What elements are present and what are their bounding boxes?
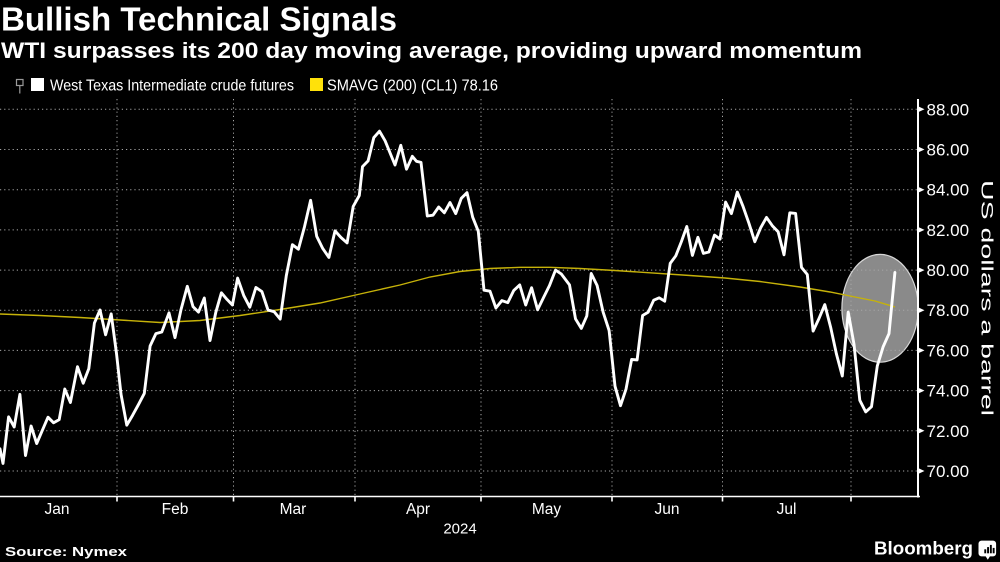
svg-text:Feb: Feb [162, 501, 189, 518]
svg-text:78.00: 78.00 [927, 301, 970, 320]
svg-text:May: May [532, 501, 562, 518]
svg-text:76.00: 76.00 [927, 341, 970, 360]
svg-text:84.00: 84.00 [927, 181, 970, 200]
svg-text:2024: 2024 [443, 521, 476, 538]
svg-text:Source: Nymex: Source: Nymex [5, 544, 128, 559]
svg-text:WTI surpasses its 200 day movi: WTI surpasses its 200 day moving average… [1, 38, 862, 63]
svg-text:72.00: 72.00 [927, 422, 970, 441]
svg-text:West Texas Intermediate crude: West Texas Intermediate crude futures [50, 78, 294, 95]
svg-text:SMAVG (200) (CL1) 78.16: SMAVG (200) (CL1) 78.16 [327, 78, 498, 95]
svg-text:88.00: 88.00 [927, 100, 970, 119]
svg-text:74.00: 74.00 [927, 382, 970, 401]
svg-text:80.00: 80.00 [927, 261, 970, 280]
svg-text:86.00: 86.00 [927, 141, 970, 160]
svg-text:US dollars a barrel: US dollars a barrel [978, 180, 997, 416]
svg-text:70.00: 70.00 [927, 462, 970, 481]
svg-text:Jan: Jan [45, 501, 70, 518]
svg-text:Jul: Jul [777, 501, 797, 518]
svg-text:82.00: 82.00 [927, 221, 970, 240]
svg-text:Bloomberg: Bloomberg [874, 539, 973, 559]
svg-text:Mar: Mar [280, 501, 307, 518]
svg-text:Apr: Apr [406, 501, 430, 518]
svg-text:Bullish Technical Signals: Bullish Technical Signals [1, 1, 397, 38]
svg-text:Jun: Jun [655, 501, 680, 518]
